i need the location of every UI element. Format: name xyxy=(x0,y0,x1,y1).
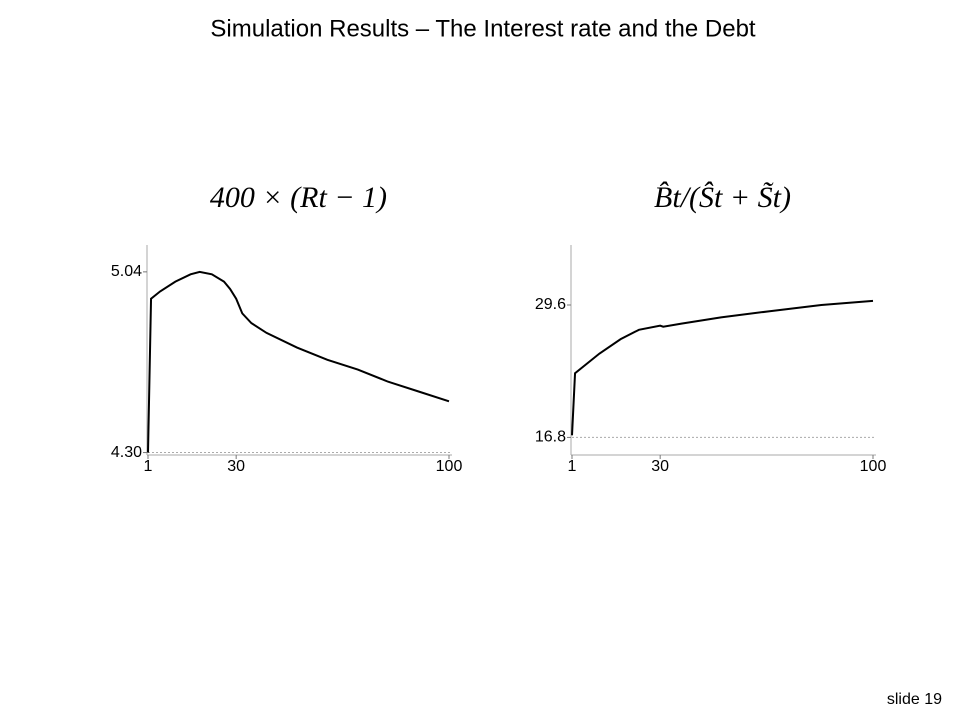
x-tick-label: 30 xyxy=(651,458,669,475)
data-line xyxy=(147,270,450,453)
chart-title: 400 × (Rt − 1) xyxy=(210,181,387,214)
slide-title: Simulation Results – The Interest rate a… xyxy=(210,15,756,42)
y-tick-label: 5.04 xyxy=(111,263,142,280)
slide-footer: slide 19 xyxy=(887,691,942,708)
y-tick-label: 16.8 xyxy=(535,429,566,446)
x-tick-label: 100 xyxy=(436,458,463,475)
data-line xyxy=(571,299,874,436)
x-tick-label: 1 xyxy=(568,458,577,475)
chart-title: B̂t/(Ŝt + S̃t) xyxy=(654,181,791,214)
y-tick-label: 29.6 xyxy=(535,296,566,313)
x-tick-label: 1 xyxy=(144,458,153,475)
x-tick-label: 100 xyxy=(860,458,887,475)
x-tick-label: 30 xyxy=(227,458,245,475)
y-tick-label: 4.30 xyxy=(111,444,142,461)
